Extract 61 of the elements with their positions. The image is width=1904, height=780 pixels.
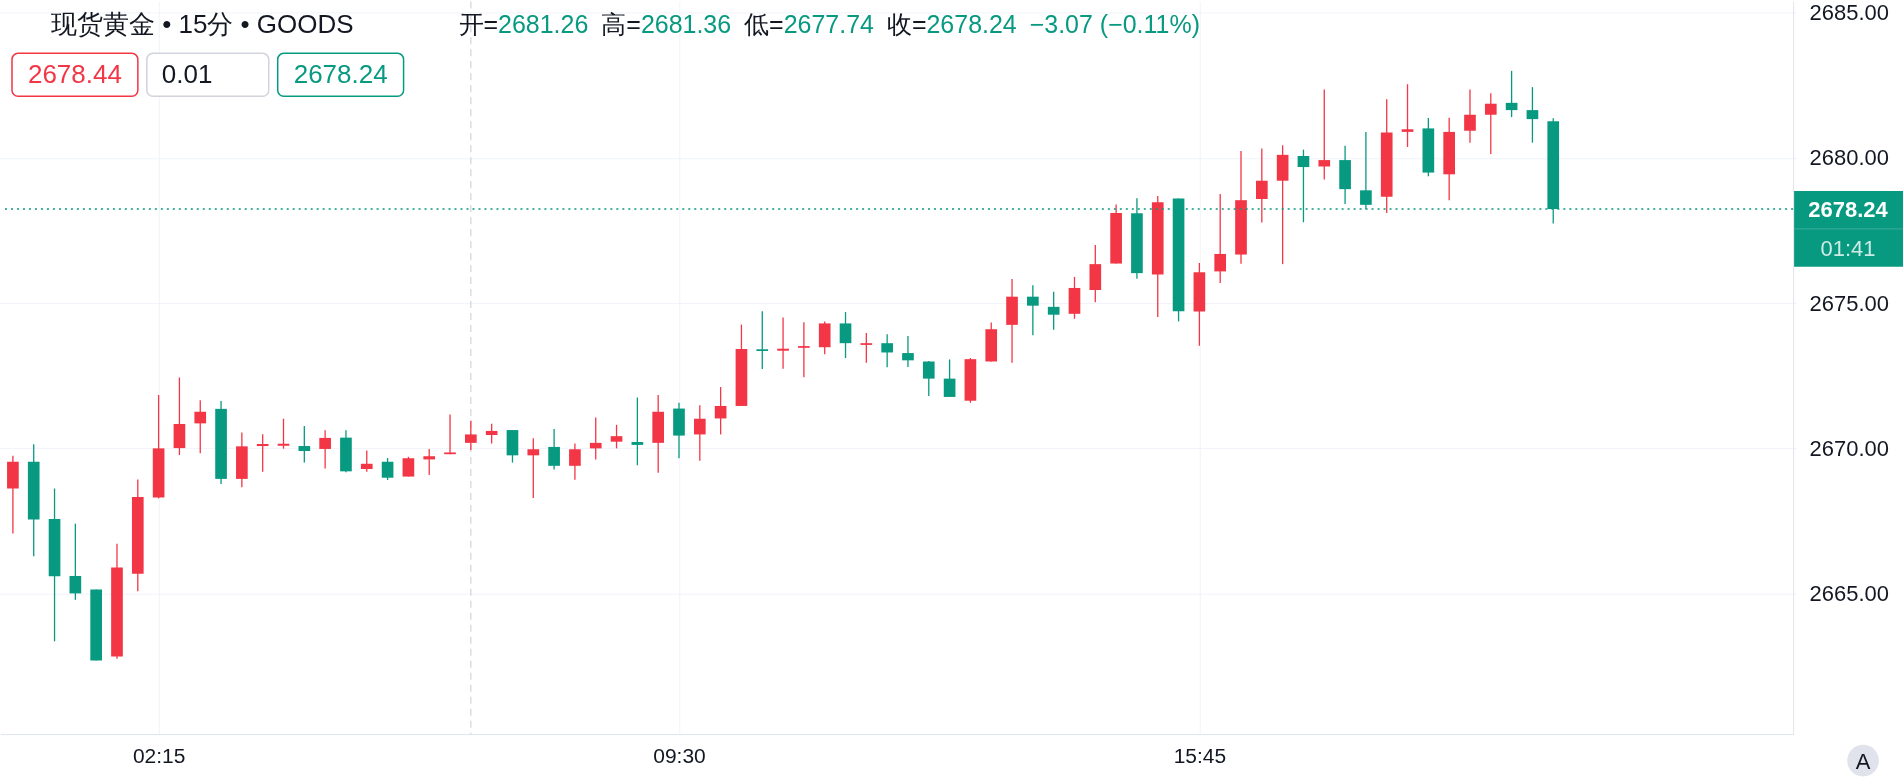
y-tick-label: 2665.00 — [1809, 581, 1890, 607]
text: A — [1855, 748, 1871, 774]
y-tick-label: 2675.00 — [1809, 290, 1890, 316]
candlestick — [319, 429, 331, 470]
chart-title: 现货黄金 • 15分 • GOODS — [50, 9, 354, 40]
candlestick — [277, 418, 290, 450]
candlestick — [360, 449, 373, 473]
candlestick — [1047, 291, 1060, 331]
text: 01:41 — [1820, 235, 1876, 261]
x-tick-label: 02:15 — [132, 744, 186, 768]
candlestick — [1526, 86, 1539, 144]
candlestick — [298, 425, 311, 464]
candlestick — [444, 413, 456, 455]
candlestick — [1318, 88, 1331, 181]
candlestick — [881, 333, 893, 368]
candlestick — [839, 311, 852, 359]
candlestick — [423, 448, 436, 476]
annotation: 收=2678.24 — [886, 10, 1017, 39]
candlestick — [1255, 147, 1268, 224]
candlestick — [777, 316, 789, 370]
x-tick-label: 15:45 — [1173, 744, 1227, 768]
candlestick — [631, 396, 644, 466]
candlestick — [714, 386, 727, 436]
annotation: 开=2681.26 — [458, 10, 589, 39]
y-tick-label: 2680.00 — [1809, 145, 1890, 171]
annotation: 高=2681.36 — [601, 10, 732, 39]
candlestick — [402, 456, 415, 478]
candlestick — [527, 437, 540, 499]
candlestick — [1464, 88, 1476, 144]
ref-line-label: 2678.24 — [1808, 196, 1889, 222]
y-tick-label: 2685.00 — [1809, 0, 1890, 25]
candlestick — [902, 335, 914, 368]
candlestick — [693, 404, 706, 462]
candlestick — [485, 423, 498, 445]
candlestick — [1401, 83, 1414, 148]
candlestick — [1505, 70, 1518, 118]
annotation: 低=2677.74 — [744, 10, 875, 39]
candlestick — [798, 321, 810, 378]
candlestick — [69, 523, 82, 601]
candlestick — [1027, 284, 1039, 336]
candlestick — [256, 433, 269, 473]
candlestick — [860, 332, 873, 364]
annotation: −3.07 (−0.11%) — [1029, 10, 1200, 39]
candlestick — [381, 457, 394, 481]
x-tick-label: 09:30 — [653, 744, 706, 768]
candlestick — [548, 428, 560, 471]
candlestick — [1214, 193, 1227, 284]
annotation: 0.01 — [161, 59, 213, 90]
y-tick-label: 2670.00 — [1809, 435, 1890, 461]
candlestick — [194, 399, 207, 454]
candlestick — [943, 358, 956, 398]
annotation: 2678.24 — [293, 59, 388, 90]
candlestick — [569, 442, 581, 481]
candlestick — [465, 420, 477, 451]
candlestick — [1484, 92, 1497, 155]
candlestick — [818, 320, 831, 355]
candlestick — [589, 416, 602, 461]
candlestick — [610, 424, 623, 450]
annotation: 2678.44 — [27, 59, 122, 90]
candlestick — [922, 360, 935, 397]
candlestick — [756, 310, 769, 370]
